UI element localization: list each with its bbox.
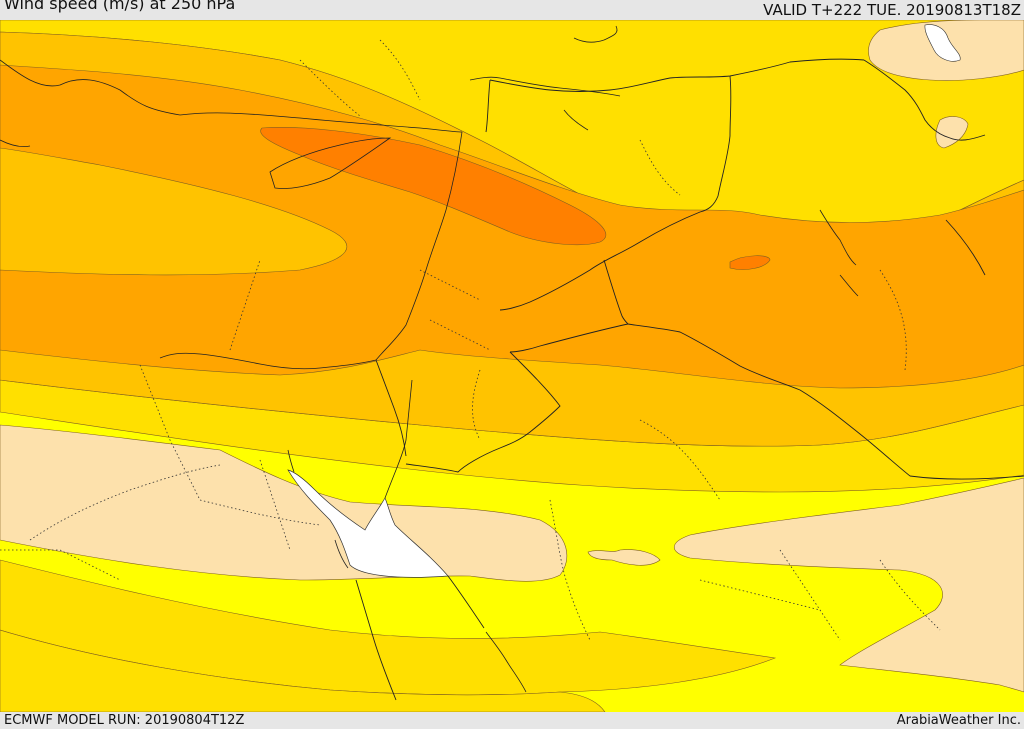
admin-boundaries — [0, 39, 941, 641]
wind-band-35-40-core — [260, 127, 607, 246]
map-header: Wind speed (m/s) at 250 hPa VALID T+222 … — [0, 0, 1024, 20]
wind-speed-map — [0, 20, 1024, 712]
lake-northeast-water — [924, 24, 961, 62]
map-footer: ECMWF MODEL RUN: 20190804T12Z ArabiaWeat… — [0, 712, 1024, 729]
country-borders — [355, 58, 1024, 701]
wind-band-sub15-sahara — [0, 424, 568, 582]
wind-band-sub15-iran — [935, 116, 969, 149]
wind-band-20-25-southwest — [0, 629, 606, 712]
credit-label: ArabiaWeather Inc. — [896, 713, 1021, 728]
red-sea-water — [287, 469, 449, 578]
wind-band-35-40-east — [729, 255, 771, 270]
coastlines — [0, 25, 859, 693]
wind-band-sub15-small — [587, 549, 661, 566]
map-title: Wind speed (m/s) at 250 hPa — [4, 0, 236, 13]
valid-time-label: VALID T+222 TUE. 20190813T18Z — [763, 1, 1021, 19]
wind-map-svg — [0, 20, 1024, 712]
model-run-label: ECMWF MODEL RUN: 20190804T12Z — [4, 713, 245, 728]
wind-band-sub15-arabia — [673, 477, 1024, 693]
